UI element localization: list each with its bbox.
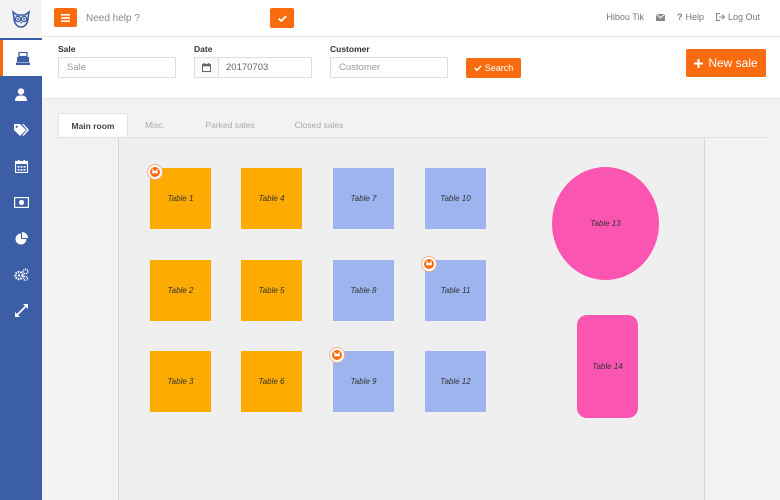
table-10[interactable]: Table 10 [425,168,486,229]
table-label: Table 12 [440,377,471,386]
date-field-group [194,57,312,78]
table-13[interactable]: Table 13 [552,167,659,280]
calendar-icon [202,63,211,72]
sidebar-item-sales[interactable] [0,40,42,76]
sidebar [0,0,42,500]
table-6[interactable]: Table 6 [241,351,302,412]
table-label: Table 11 [440,286,471,295]
occupied-marker [330,348,344,362]
gears-icon [13,267,29,281]
table-7[interactable]: Table 7 [333,168,394,229]
question-icon: ? [676,12,683,22]
table-label: Table 5 [258,286,285,295]
new-sale-button-label: New sale [708,56,758,70]
envelope-icon [655,13,665,21]
cash-register-icon [15,51,30,65]
table-label: Table 2 [167,286,194,295]
menu-toggle-button[interactable] [54,8,77,27]
help-link[interactable]: ? Help [677,12,704,22]
plus-icon [694,58,704,68]
check-icon [277,14,287,22]
customer-label: Customer [330,44,370,54]
table-14[interactable]: Table 14 [577,315,638,418]
messages-link[interactable] [655,13,665,21]
sign-out-icon [716,13,725,21]
calendar-icon [14,159,28,173]
help-link-label: Help [685,12,704,22]
sale-label: Sale [58,44,76,54]
table-label: Table 8 [350,286,377,295]
occupied-marker [422,257,436,271]
table-12[interactable]: Table 12 [425,351,486,412]
user-icon [15,87,27,101]
table-label: Table 4 [258,194,285,203]
table-3[interactable]: Table 3 [150,351,211,412]
table-label: Table 14 [592,362,623,371]
sidebar-item-cash[interactable] [0,184,42,220]
sale-filter-bar: Sale Date Customer Search New sale [42,37,780,99]
table-label: Table 7 [350,194,377,203]
table-5[interactable]: Table 5 [241,260,302,321]
help-submit-button[interactable] [270,8,294,28]
hamburger-icon [61,13,70,22]
sidebar-item-products[interactable] [0,112,42,148]
sidebar-item-customers[interactable] [0,76,42,112]
expand-icon [14,303,28,317]
search-button[interactable]: Search [466,58,521,78]
table-11[interactable]: Table 11 [425,260,486,321]
user-name[interactable]: Hibou Tik [606,12,644,22]
table-9[interactable]: Table 9 [333,351,394,412]
customer-input[interactable] [330,57,448,78]
owl-badge-icon [425,260,433,266]
table-label: Table 1 [167,194,194,203]
date-label: Date [194,44,213,54]
floor-plan: Table 1 Table 2 Table 3 Table 4 Table 5 … [118,138,705,500]
logout-link-label: Log Out [727,12,760,22]
money-icon [13,196,29,208]
tab-closed-sales[interactable]: Closed sales [294,120,344,130]
sidebar-item-settings[interactable] [0,256,42,292]
table-8[interactable]: Table 8 [333,260,394,321]
tab-main-room[interactable]: Main room [58,113,128,137]
top-bar: Hibou Tik ? Help Log Out [42,0,780,37]
owl-logo[interactable] [0,0,42,38]
check-icon [474,65,482,71]
table-label: Table 9 [350,377,377,386]
help-search-input[interactable] [86,8,266,28]
table-4[interactable]: Table 4 [241,168,302,229]
sidebar-item-fullscreen[interactable] [0,292,42,328]
owl-badge-icon [333,351,341,357]
room-tabs: Main room Misc. Parked sales Closed sale… [58,113,360,137]
date-picker-toggle[interactable] [195,58,219,77]
table-1[interactable]: Table 1 [150,168,211,229]
owl-badge-icon [151,168,159,174]
tags-icon [13,123,29,136]
new-sale-button[interactable]: New sale [686,49,766,77]
occupied-marker [148,165,162,179]
date-input[interactable] [219,58,311,77]
table-2[interactable]: Table 2 [150,260,211,321]
sale-input[interactable] [58,57,176,78]
tabs-divider [58,137,768,138]
sidebar-item-calendar[interactable] [0,148,42,184]
table-label: Table 3 [167,377,194,386]
table-label: Table 6 [258,377,285,386]
table-label: Table 13 [590,219,621,228]
logout-link[interactable]: Log Out [716,12,760,22]
sidebar-item-reports[interactable] [0,220,42,256]
owl-logo-icon [11,10,31,28]
user-menu: Hibou Tik ? Help Log Out [606,12,760,22]
pie-chart-icon [15,231,28,244]
tab-parked-sales[interactable]: Parked sales [205,120,255,130]
table-label: Table 10 [440,194,471,203]
search-button-label: Search [484,63,514,73]
tab-misc[interactable]: Misc. [145,120,165,130]
